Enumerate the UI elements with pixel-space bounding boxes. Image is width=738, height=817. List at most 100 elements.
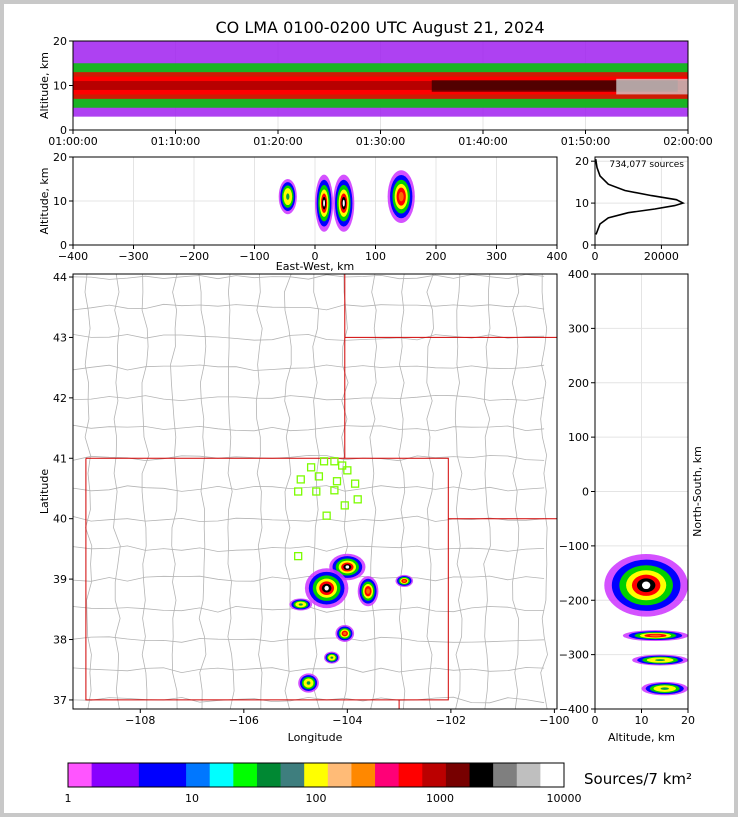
y-tick-label: 41 — [53, 452, 67, 465]
lma-station-marker — [330, 457, 339, 466]
colorbar-swatch — [445, 763, 471, 787]
x-tick-label: 100 — [365, 250, 386, 263]
x-tick-label: 01:50:00 — [561, 135, 610, 148]
county-line — [369, 274, 377, 709]
x-tick-label: 01:20:00 — [253, 135, 302, 148]
county-line — [312, 274, 320, 709]
colorbar-swatch — [540, 763, 565, 787]
county-line — [483, 274, 491, 709]
y-tick-label: 100 — [568, 431, 589, 444]
x-tick-label: −102 — [436, 714, 466, 727]
colorbar-tick-label: 1 — [65, 792, 72, 805]
ns-storm-cell — [641, 681, 688, 696]
axes-frame — [67, 762, 565, 788]
lma-station-marker — [294, 487, 303, 496]
colorbar-swatch — [209, 763, 234, 787]
ns-storm-cell — [604, 554, 688, 617]
lma-station-marker — [332, 477, 342, 486]
colorbar-swatch — [493, 763, 518, 787]
x-tick-label: −100 — [539, 714, 569, 727]
x-tick-label: 01:10:00 — [151, 135, 200, 148]
lma-station-marker — [330, 486, 339, 495]
county-line — [73, 666, 545, 674]
colorbar-swatch — [68, 763, 93, 787]
y-tick-label: −200 — [559, 594, 589, 607]
county-line — [426, 274, 434, 709]
time-height-plot — [73, 41, 688, 130]
y-tick-label: 40 — [53, 513, 67, 526]
plan-view-map-panel: −108 −106 −104 −102 −100 37 38 39 40 41 42 43 44 Long… — [38, 271, 570, 744]
ns-storm-cell — [632, 654, 688, 666]
y-axis-label: Altitude, km — [38, 52, 51, 119]
lma-station-marker — [350, 479, 360, 488]
x-tick-label: 10 — [635, 714, 649, 727]
county-line — [73, 515, 545, 523]
y-tick-label: 20 — [53, 35, 67, 48]
colorbar-swatch — [469, 763, 494, 787]
county-line — [511, 274, 520, 709]
x-tick-label: 01:40:00 — [458, 135, 507, 148]
county-line — [170, 274, 178, 709]
lma-station-marker — [312, 487, 321, 496]
colorbar-unit-label: Sources/7 km² — [584, 770, 692, 788]
ew-storm-cell — [278, 179, 297, 215]
county-line — [73, 545, 545, 552]
x-axis-label: Longitude — [288, 731, 343, 744]
ew-storm-cell — [315, 174, 334, 232]
colorbar-tick-label: 10000 — [547, 792, 582, 805]
map-storm-cell — [289, 598, 313, 611]
county-line — [540, 274, 548, 709]
y-tick-label: 300 — [568, 322, 589, 335]
colorbar-swatch — [327, 763, 352, 787]
x-tick-label: 02:00:00 — [663, 135, 712, 148]
lma-figure: CO LMA 0100-0200 UTC August 21, 2024 01:… — [38, 18, 713, 805]
x-tick-label: 20 — [681, 714, 695, 727]
x-tick-label: 01:30:00 — [356, 135, 405, 148]
y-tick-label: 42 — [53, 392, 67, 405]
lma-station-marker — [314, 472, 324, 481]
y-tick-label: 10 — [53, 195, 67, 208]
y-tick-label: −300 — [559, 649, 589, 662]
colorbar-swatch — [398, 763, 423, 787]
county-line — [84, 274, 93, 709]
lma-station-marker — [340, 501, 349, 510]
lma-station-marker — [319, 457, 329, 466]
lma-station-marker — [306, 463, 316, 472]
colorbar-swatch — [115, 763, 140, 787]
lma-station-marker — [343, 466, 352, 475]
colorbar-swatch — [233, 763, 258, 787]
colorbar-swatch — [186, 763, 211, 787]
map-storm-cell — [298, 673, 319, 693]
y-tick-label: 44 — [53, 271, 67, 284]
axes-frame — [594, 156, 689, 246]
colorbar-tick-label: 100 — [306, 792, 327, 805]
county-line — [113, 274, 121, 709]
colorbar-swatch — [138, 763, 163, 787]
map-storm-cell — [324, 651, 340, 664]
county-line — [73, 394, 545, 402]
county-line — [283, 274, 292, 709]
y-tick-label: 0 — [60, 124, 67, 137]
source-density-band — [73, 81, 688, 90]
source-count-annotation: 734,077 sources — [609, 160, 684, 170]
x-tick-label: 300 — [486, 250, 507, 263]
y-axis-label: Altitude, km — [38, 167, 51, 234]
county-line — [454, 274, 463, 709]
ns-plot — [595, 274, 688, 709]
county-line — [73, 364, 545, 371]
y-tick-label: 200 — [568, 377, 589, 390]
map-storm-cell — [357, 576, 379, 607]
county-line — [73, 274, 545, 280]
x-tick-label: −300 — [118, 250, 148, 263]
y-tick-label: 0 — [582, 486, 589, 499]
y-tick-label: 20 — [575, 155, 589, 168]
county-line — [73, 575, 545, 582]
lma-station-marker — [296, 475, 305, 484]
map-plot — [73, 274, 557, 709]
axes-frame — [72, 273, 558, 710]
y-tick-label: 0 — [582, 239, 589, 252]
ew-storm-cell — [387, 170, 415, 224]
source-density-core — [616, 78, 688, 95]
colorbar-swatch — [256, 763, 282, 787]
colorbar-swatch — [516, 763, 541, 787]
